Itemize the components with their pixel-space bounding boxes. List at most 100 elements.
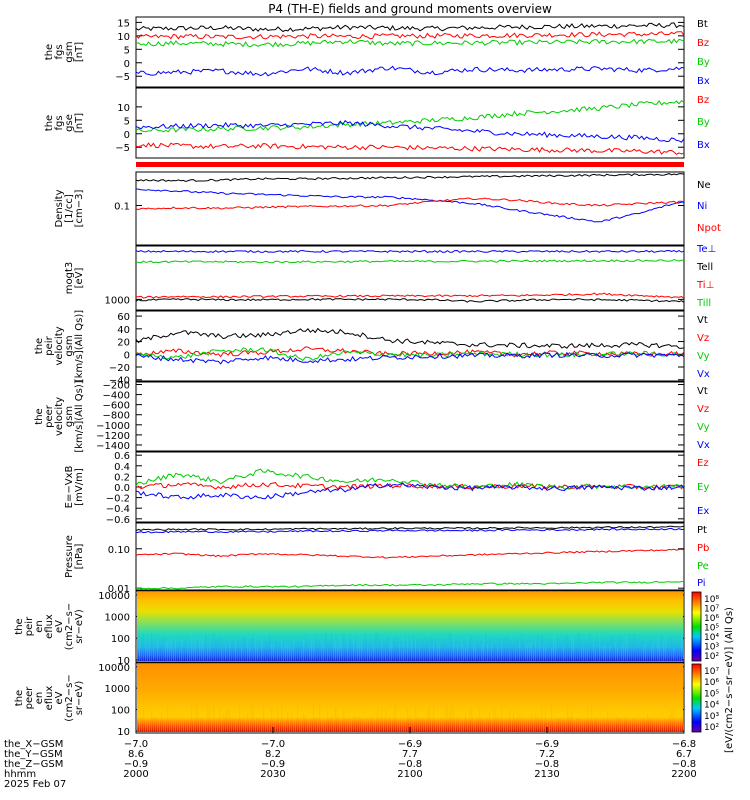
spectrogram-cell xyxy=(467,707,469,732)
spectrogram-cell xyxy=(523,709,525,732)
spectrogram-cell xyxy=(257,720,259,732)
spectrogram-cell xyxy=(581,711,583,732)
spectrogram-cell xyxy=(209,639,211,661)
spectrogram-cell xyxy=(235,709,237,732)
spectrogram-cell xyxy=(187,640,189,661)
spectrogram-cell xyxy=(263,646,265,661)
y-axis-label: the fgs gse [nT] xyxy=(44,113,85,133)
spectrogram-cell xyxy=(237,640,239,661)
series-line-Vy xyxy=(135,347,685,362)
y-tick-label: 10 xyxy=(117,32,130,43)
spectrogram-cell xyxy=(377,707,379,732)
spectrogram-cell xyxy=(585,711,587,732)
spectrogram-cell xyxy=(559,719,561,732)
spectrogram-cell xyxy=(491,707,493,732)
spectrogram-cell xyxy=(171,705,173,732)
spectrogram-cell xyxy=(609,645,611,661)
spectrogram-cell xyxy=(271,642,273,661)
flag-bar xyxy=(136,162,684,167)
chart-title: P4 (TH-E) fields and ground moments over… xyxy=(268,2,552,16)
spectrogram-cell xyxy=(195,704,197,732)
spectrogram-cell xyxy=(145,633,147,661)
spectrogram xyxy=(137,592,683,661)
y-label-line: eflux xyxy=(44,614,55,639)
spectrogram-cell xyxy=(225,641,227,661)
spectrogram-cell xyxy=(591,648,593,661)
spectrogram-cell xyxy=(379,639,381,661)
y-tick-label: 0.01 xyxy=(108,584,130,595)
spectrogram-cell xyxy=(345,644,347,661)
spectrogram-cell xyxy=(253,710,255,732)
spectrogram-cell xyxy=(537,635,539,661)
spectrogram-cell xyxy=(607,642,609,661)
spectrogram-cell xyxy=(473,643,475,661)
spectrogram-cell xyxy=(593,708,595,732)
spectrogram-cell xyxy=(499,638,501,661)
spectrogram-cell xyxy=(593,633,595,661)
spectrogram-cell xyxy=(389,640,391,661)
spectrogram-cell xyxy=(153,716,155,732)
spectrogram-cell xyxy=(139,709,141,732)
legend-entry: Bt xyxy=(697,19,708,30)
spectrogram-cell xyxy=(515,718,517,732)
y-tick-label: −0.4 xyxy=(106,504,130,515)
spectrogram-cell xyxy=(343,633,345,661)
series-line-By xyxy=(135,100,685,133)
spectrogram-cell xyxy=(681,634,683,661)
spectrogram-cell xyxy=(267,709,269,732)
spectrogram-cell xyxy=(391,638,393,661)
spectrogram-cell xyxy=(577,633,579,661)
y-tick-label: 10 xyxy=(117,656,130,667)
spectrogram-cell xyxy=(367,646,369,661)
spectrogram-cell xyxy=(647,713,649,732)
spectrogram-cell xyxy=(211,717,213,732)
spectrogram-cell xyxy=(265,640,267,661)
spectrogram-cell xyxy=(339,633,341,661)
colorbar-gradient xyxy=(691,591,702,662)
spectrogram-cell xyxy=(397,713,399,732)
spectrogram-cell xyxy=(165,709,167,732)
y-label-line: eflux xyxy=(44,686,55,711)
spectrogram-cell xyxy=(315,633,317,661)
spectrogram-cell xyxy=(285,715,287,732)
spectrogram-cell xyxy=(229,641,231,661)
series-line-Vt xyxy=(135,327,685,349)
spectrogram-cell xyxy=(675,708,677,732)
y-axis-label: the peer velocity gsm [km/s](All Qs)] xyxy=(34,380,85,452)
spectrogram-cell xyxy=(339,719,341,732)
spectrogram-cell xyxy=(381,710,383,732)
y-axis-label: the peer en eflux eV (cm2−s− sr−eV) xyxy=(14,674,85,721)
spectrogram-cell xyxy=(531,642,533,661)
y-label-line: Pressure xyxy=(64,535,75,578)
y-tick-label: 100 xyxy=(111,634,130,645)
spectrogram-cell xyxy=(627,719,629,732)
spectrogram-cell xyxy=(667,713,669,732)
spectrogram-cell xyxy=(161,712,163,732)
spectrogram-cell xyxy=(519,640,521,661)
x-tick-xgsm: −7.0 xyxy=(124,739,148,750)
spectrogram xyxy=(137,664,683,732)
spectrogram-cell xyxy=(363,711,365,732)
spectrogram-cell xyxy=(229,709,231,732)
y-label-line: gsm xyxy=(64,406,75,427)
spectrogram-cell xyxy=(323,641,325,661)
colorbar-unit-label: [eV/(cm2−s−sr−eV)] (All Qs) xyxy=(724,607,735,753)
spectrogram-cell xyxy=(611,635,613,661)
spectrogram-cell xyxy=(667,650,669,661)
spectrogram-cell xyxy=(459,648,461,661)
spectrogram-cell xyxy=(327,712,329,732)
legend-entry: By xyxy=(697,57,710,68)
spectrogram-cell xyxy=(421,721,423,732)
spectrogram-cell xyxy=(665,635,667,661)
spectrogram-cell xyxy=(203,633,205,661)
panel-peer_eflux: the peer en eflux eV (cm2−s− sr−eV) 10000 1000 10… xyxy=(14,662,719,738)
spectrogram-cell xyxy=(401,705,403,732)
y-tick-label: 20 xyxy=(117,338,130,349)
spectrogram-cell xyxy=(317,639,319,661)
x-tick-ygsm: 8.2 xyxy=(265,749,281,760)
spectrogram-cell xyxy=(631,717,633,732)
spectrogram-cell xyxy=(465,647,467,661)
spectrogram-cell xyxy=(409,714,411,732)
spectrogram-cell xyxy=(513,711,515,732)
